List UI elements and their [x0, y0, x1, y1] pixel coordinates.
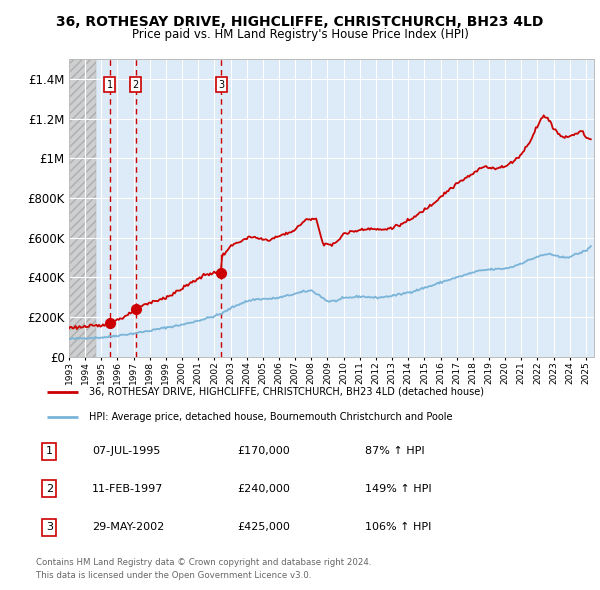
Text: 07-JUL-1995: 07-JUL-1995: [92, 446, 160, 456]
Text: 11-FEB-1997: 11-FEB-1997: [92, 484, 163, 494]
Text: Contains HM Land Registry data © Crown copyright and database right 2024.: Contains HM Land Registry data © Crown c…: [36, 558, 371, 566]
Text: 3: 3: [218, 80, 224, 90]
Text: HPI: Average price, detached house, Bournemouth Christchurch and Poole: HPI: Average price, detached house, Bour…: [89, 412, 452, 422]
Text: 1: 1: [107, 80, 113, 90]
Text: £170,000: £170,000: [238, 446, 290, 456]
Text: £240,000: £240,000: [238, 484, 290, 494]
Text: 3: 3: [46, 523, 53, 532]
Text: 36, ROTHESAY DRIVE, HIGHCLIFFE, CHRISTCHURCH, BH23 4LD (detached house): 36, ROTHESAY DRIVE, HIGHCLIFFE, CHRISTCH…: [89, 386, 484, 396]
Text: Price paid vs. HM Land Registry's House Price Index (HPI): Price paid vs. HM Land Registry's House …: [131, 28, 469, 41]
Text: This data is licensed under the Open Government Licence v3.0.: This data is licensed under the Open Gov…: [36, 571, 311, 580]
Text: 87% ↑ HPI: 87% ↑ HPI: [365, 446, 425, 456]
Text: 36, ROTHESAY DRIVE, HIGHCLIFFE, CHRISTCHURCH, BH23 4LD: 36, ROTHESAY DRIVE, HIGHCLIFFE, CHRISTCH…: [56, 15, 544, 29]
Text: £425,000: £425,000: [238, 523, 290, 532]
Text: 29-MAY-2002: 29-MAY-2002: [92, 523, 164, 532]
Text: 149% ↑ HPI: 149% ↑ HPI: [365, 484, 432, 494]
Text: 2: 2: [46, 484, 53, 494]
Text: 106% ↑ HPI: 106% ↑ HPI: [365, 523, 431, 532]
Text: 1: 1: [46, 446, 53, 456]
Text: 2: 2: [133, 80, 139, 90]
Bar: [69, 59, 97, 357]
